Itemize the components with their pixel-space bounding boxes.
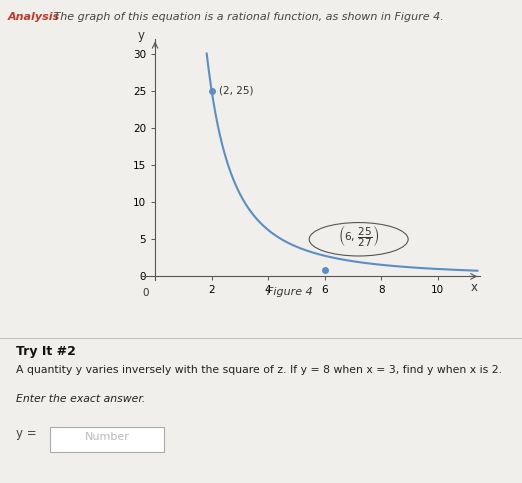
Text: Try It #2: Try It #2	[16, 345, 76, 358]
Text: The graph of this equation is a rational function, as shown in Figure 4.: The graph of this equation is a rational…	[50, 12, 443, 22]
Text: x: x	[471, 281, 478, 294]
Text: $\left(6,\,\dfrac{25}{27}\right)$: $\left(6,\,\dfrac{25}{27}\right)$	[338, 223, 379, 249]
Text: Number: Number	[85, 432, 129, 442]
Text: Enter the exact answer.: Enter the exact answer.	[16, 394, 145, 404]
Text: 0: 0	[142, 287, 148, 298]
Text: y =: y =	[16, 427, 40, 440]
Text: Figure 4: Figure 4	[267, 287, 313, 298]
Text: Analysis: Analysis	[8, 12, 60, 22]
Text: y: y	[137, 29, 145, 43]
Text: (2, 25): (2, 25)	[219, 85, 253, 96]
Text: A quantity y varies inversely with the square of z. If y = 8 when x = 3, find y : A quantity y varies inversely with the s…	[16, 365, 502, 375]
